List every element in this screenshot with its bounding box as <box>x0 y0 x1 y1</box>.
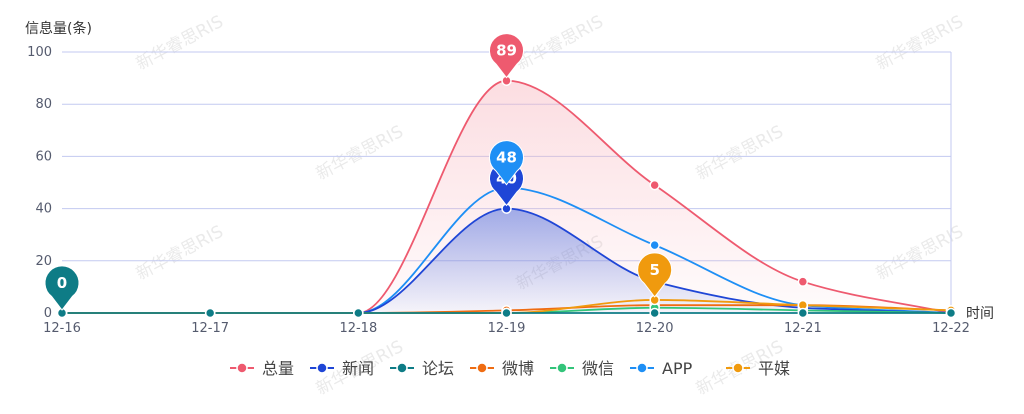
x-tick-label: 12-17 <box>191 321 229 336</box>
legend-item: APP <box>630 359 693 378</box>
markpoint-layer: 08940485 <box>44 33 673 311</box>
markpoint-label: 48 <box>496 149 517 167</box>
markpoint-pin: 48 <box>489 140 524 186</box>
data-point <box>353 307 364 319</box>
legend-label: 总量 <box>262 359 294 378</box>
legend-item: 论坛 <box>390 359 454 378</box>
legend-label: 微博 <box>502 359 534 378</box>
y-axis-title: 信息量(条) <box>25 20 92 37</box>
legend-item: 微博 <box>470 359 534 378</box>
legend-swatch-dot <box>636 362 648 374</box>
x-tick-label: 12-22 <box>932 321 970 336</box>
legend-swatch-dot <box>476 362 488 374</box>
series-area <box>62 208 951 313</box>
data-point <box>204 307 216 319</box>
data-point <box>649 239 660 251</box>
x-axis-title: 时间 <box>966 306 994 322</box>
legend-label: 平媒 <box>758 359 790 378</box>
markpoint-label: 89 <box>496 42 517 60</box>
watermark-text: 新华睿思RIS <box>313 122 407 185</box>
legend-swatch-dot <box>556 362 568 374</box>
data-point <box>797 276 809 287</box>
x-tick-label: 12-21 <box>784 321 822 336</box>
watermark-text: 新华睿思RIS <box>133 12 227 75</box>
watermark-text: 新华睿思RIS <box>693 122 787 185</box>
markpoint-shape <box>489 140 524 186</box>
x-tick-label: 12-20 <box>636 321 674 336</box>
legend-swatch-dot <box>236 362 248 374</box>
legend-swatch-dot <box>732 362 744 374</box>
y-tick-label: 20 <box>35 254 52 269</box>
x-tick-label: 12-18 <box>339 321 377 336</box>
markpoint-pin: 89 <box>489 33 524 79</box>
point-layer <box>56 75 957 319</box>
legend-label: 微信 <box>582 359 614 378</box>
watermark-text: 新华睿思RIS <box>133 222 227 285</box>
markpoint-shape <box>44 265 80 311</box>
data-point <box>501 307 512 319</box>
legend-label: 新闻 <box>342 359 374 378</box>
y-tick-label: 40 <box>35 202 52 217</box>
data-point <box>945 307 957 319</box>
data-point <box>649 179 660 191</box>
legend: 总量 新闻 论坛 微博 微信 APP 平媒 <box>230 359 790 378</box>
legend-swatch-dot <box>396 362 408 374</box>
legend-swatch-dot <box>316 362 328 374</box>
legend-label: 论坛 <box>422 359 454 378</box>
markpoint-label: 0 <box>57 274 67 292</box>
watermark-text: 新华睿思RIS <box>873 12 967 75</box>
axis-layer: 信息量(条) 时间 0 20 40 60 80 100 12-16 12-17 12-18 12-… <box>25 20 994 336</box>
x-tick-label: 12-16 <box>43 321 81 336</box>
legend-item: 平媒 <box>726 359 790 378</box>
markpoint-label: 5 <box>649 261 659 279</box>
x-tick-label: 12-19 <box>488 321 526 336</box>
y-tick-label: 0 <box>44 306 52 321</box>
data-point <box>649 307 660 319</box>
legend-item: 微信 <box>550 359 614 378</box>
data-point <box>797 307 809 319</box>
markpoint-pin: 0 <box>44 265 80 311</box>
watermark-text: 新华睿思RIS <box>873 222 967 285</box>
markpoint-shape <box>489 33 524 79</box>
markpoint-pin: 5 <box>637 252 673 298</box>
legend-label: APP <box>662 359 693 378</box>
y-tick-label: 80 <box>35 97 52 112</box>
watermark-text: 新华睿思RIS <box>513 12 607 75</box>
y-tick-label: 60 <box>35 149 52 164</box>
y-tick-label: 100 <box>27 45 52 60</box>
legend-item: 总量 <box>230 359 294 378</box>
legend-item: 新闻 <box>310 359 374 378</box>
markpoint-shape <box>637 252 673 298</box>
